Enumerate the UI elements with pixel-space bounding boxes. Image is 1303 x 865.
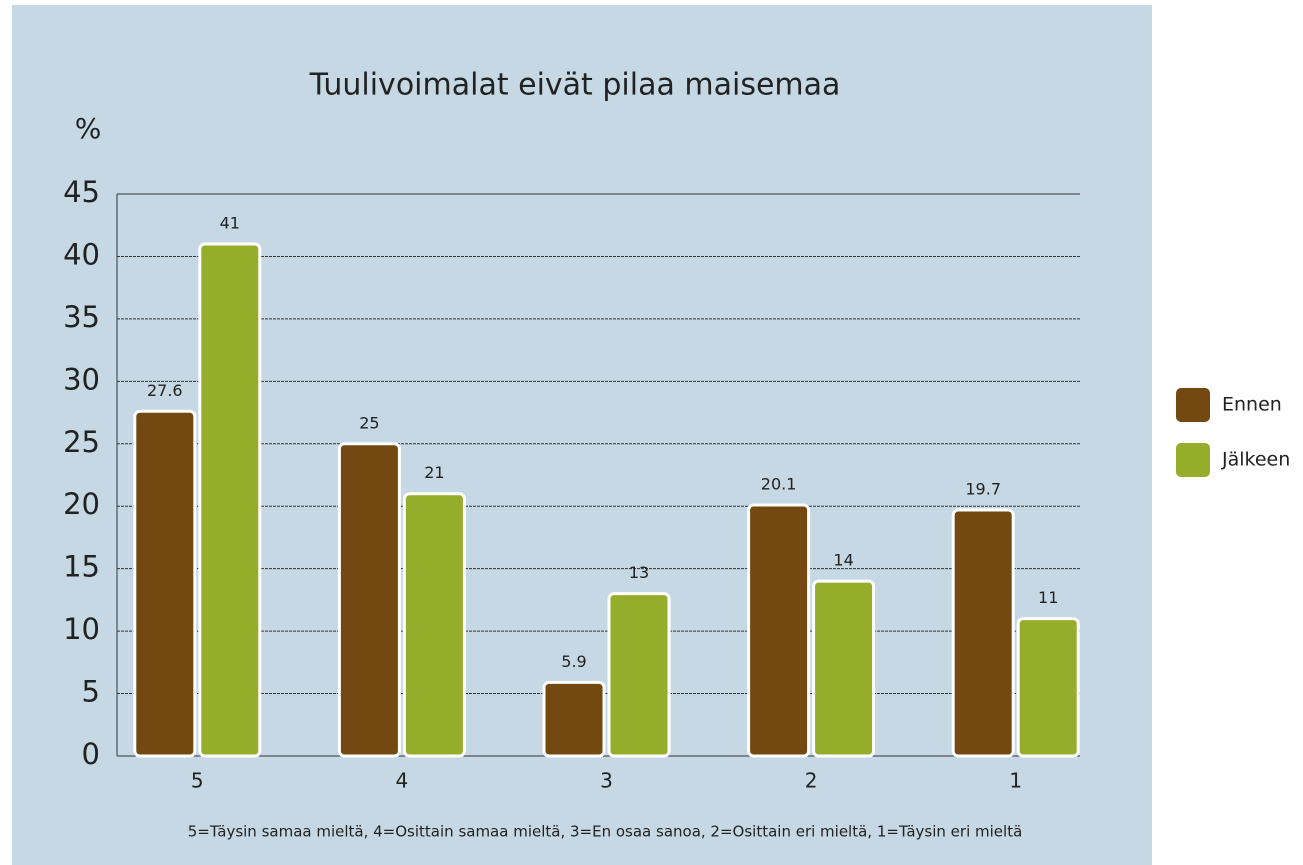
value-label: 13 [629,563,649,582]
value-label: 25 [359,413,379,432]
legend-swatch [1176,443,1210,477]
y-tick-label: 5 [82,675,100,709]
value-label: 11 [1038,588,1058,607]
y-tick-label: 30 [63,362,100,396]
y-tick-label: 20 [63,487,100,521]
y-axis-label: % [75,112,102,145]
value-label: 5.9 [561,652,586,671]
x-tick-label: 2 [805,769,818,793]
value-label: 14 [833,551,853,570]
bar [747,503,811,758]
y-tick-label: 15 [63,550,100,584]
y-tick-label: 45 [63,175,100,209]
value-label: 27.6 [147,381,183,400]
y-tick-label: 10 [63,612,100,646]
bar [337,442,401,758]
value-label: 21 [424,463,444,482]
x-tick-label: 4 [396,769,409,793]
value-label: 41 [220,213,240,232]
bar [812,579,876,758]
bar [402,492,466,758]
x-tick-label: 1 [1009,769,1022,793]
note: 5=Täysin samaa mieltä, 4=Osittain samaa … [188,823,1023,841]
value-label: 20.1 [761,474,797,493]
y-tick-label: 40 [63,237,100,271]
legend-label: Ennen [1222,394,1282,416]
y-tick-label: 0 [82,737,100,771]
bar [607,592,671,758]
bar [198,242,262,758]
bar [1016,617,1080,758]
x-tick-label: 3 [600,769,613,793]
value-label: 19.7 [965,479,1001,498]
y-tick-label: 25 [63,425,100,459]
bar [133,409,197,758]
legend-label: Jälkeen [1221,449,1290,471]
x-tick-label: 5 [191,769,204,793]
y-tick-label: 35 [63,300,100,334]
bar [951,508,1015,758]
legend-swatch [1176,388,1210,422]
chart-title: Tuulivoimalat eivät pilaa maisemaa [309,68,841,103]
bar [542,680,606,758]
